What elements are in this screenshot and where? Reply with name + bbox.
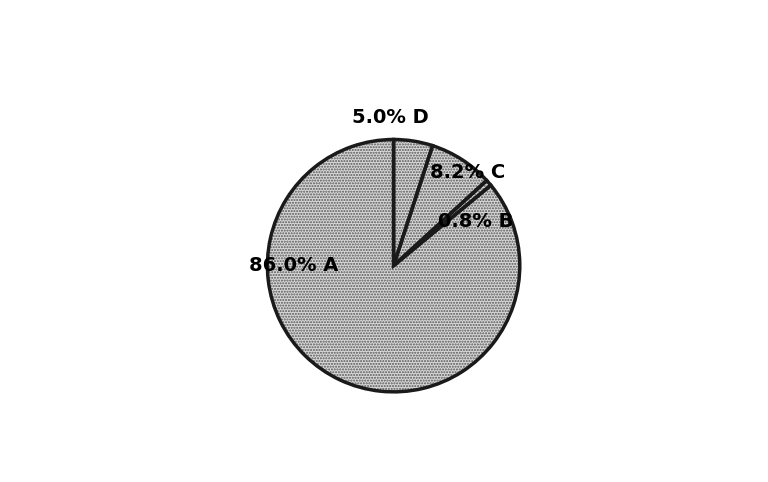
Wedge shape xyxy=(393,180,491,266)
Text: 0.8% B: 0.8% B xyxy=(438,212,513,231)
Text: 8.2% C: 8.2% C xyxy=(430,163,505,182)
Wedge shape xyxy=(267,139,520,392)
Text: 86.0% A: 86.0% A xyxy=(249,256,338,275)
Text: 5.0% D: 5.0% D xyxy=(352,107,429,127)
Wedge shape xyxy=(393,146,487,266)
Wedge shape xyxy=(393,139,432,266)
